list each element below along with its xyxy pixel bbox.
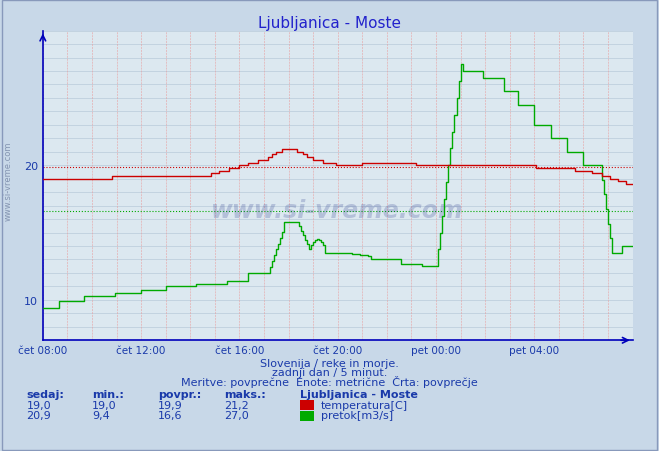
Text: povpr.:: povpr.: <box>158 389 202 399</box>
Text: sedaj:: sedaj: <box>26 389 64 399</box>
Text: maks.:: maks.: <box>224 389 266 399</box>
Text: 19,9: 19,9 <box>158 400 183 410</box>
Text: 9,4: 9,4 <box>92 410 110 420</box>
Text: Slovenija / reke in morje.: Slovenija / reke in morje. <box>260 358 399 368</box>
Text: min.:: min.: <box>92 389 124 399</box>
Text: www.si-vreme.com: www.si-vreme.com <box>3 141 13 220</box>
Text: www.si-vreme.com: www.si-vreme.com <box>212 199 464 223</box>
Text: zadnji dan / 5 minut.: zadnji dan / 5 minut. <box>272 367 387 377</box>
Text: Ljubljanica - Moste: Ljubljanica - Moste <box>258 16 401 31</box>
Text: 19,0: 19,0 <box>26 400 51 410</box>
Text: Meritve: povprečne  Enote: metrične  Črta: povprečje: Meritve: povprečne Enote: metrične Črta:… <box>181 375 478 387</box>
Text: temperatura[C]: temperatura[C] <box>321 400 408 410</box>
Text: 21,2: 21,2 <box>224 400 249 410</box>
Text: 16,6: 16,6 <box>158 410 183 420</box>
Text: 19,0: 19,0 <box>92 400 117 410</box>
Text: 20,9: 20,9 <box>26 410 51 420</box>
Text: pretok[m3/s]: pretok[m3/s] <box>321 410 393 420</box>
Text: 27,0: 27,0 <box>224 410 249 420</box>
Text: Ljubljanica - Moste: Ljubljanica - Moste <box>300 389 418 399</box>
